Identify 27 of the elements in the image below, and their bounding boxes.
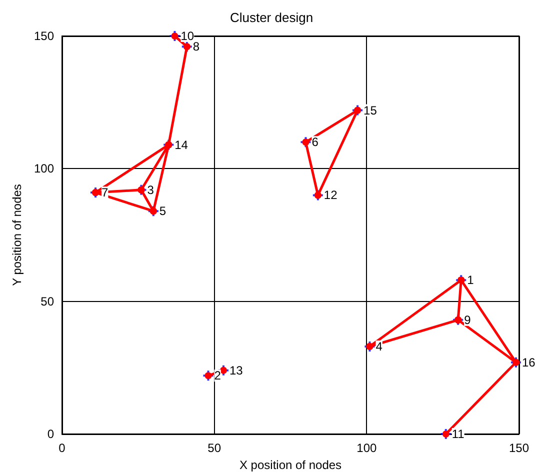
annotation: 9 [464,312,472,327]
annotation: 8 [192,40,200,54]
annotation: 5 [159,204,166,218]
annotation: 2 [214,368,222,383]
annotation: 13 [229,363,244,378]
annotation: 1 [467,273,474,288]
y-tick-label: 100 [34,162,54,176]
annotation: 16 [522,355,536,370]
y-tick-label: 0 [47,427,54,441]
annotation: 4 [376,339,383,354]
x-tick-label: 0 [58,441,66,455]
annotation: 11 [452,427,465,441]
x-tick-label: 150 [508,441,530,455]
y-tick-label: 50 [40,294,54,308]
chart-title: Cluster design [230,10,314,25]
y-tick-label: 150 [34,29,54,43]
x-tick-label: 50 [208,441,222,455]
annotation: 14 [174,138,188,152]
annotation: 3 [147,182,154,197]
annotation: 6 [312,135,319,150]
y-axis-title: Y position of nodes [10,184,24,286]
annotation: 12 [324,188,338,202]
annotation: 7 [102,186,109,200]
x-axis-title: X position of nodes [239,458,342,472]
annotation: 15 [364,103,378,118]
annotation: 10 [180,29,194,43]
x-tick-label: 100 [356,441,377,455]
